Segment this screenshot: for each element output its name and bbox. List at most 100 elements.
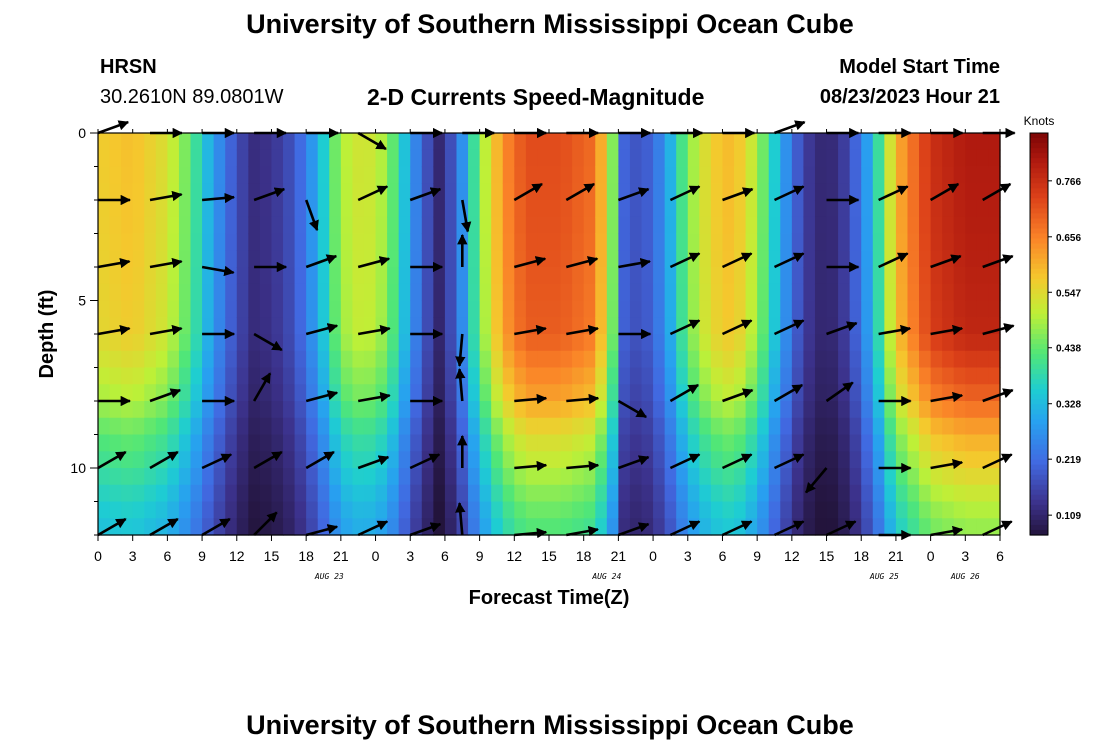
heatmap-cell (421, 334, 434, 352)
heatmap-cell (919, 334, 932, 352)
heatmap-cell (745, 133, 758, 151)
heatmap-cell (352, 367, 365, 385)
heatmap-cell (780, 468, 793, 486)
heatmap-cell (919, 484, 932, 503)
heatmap-cell (560, 250, 573, 268)
heatmap-cells (98, 133, 1001, 536)
heatmap-cell (236, 384, 249, 402)
heatmap-cell (167, 233, 180, 251)
colorbar-segment (1030, 183, 1048, 189)
heatmap-cell (988, 417, 1001, 436)
heatmap-cell (248, 451, 261, 469)
heatmap-cell (583, 417, 596, 436)
heatmap-cell (895, 267, 909, 285)
heatmap-cell (606, 317, 619, 335)
heatmap-cell (479, 484, 492, 503)
heatmap-cell (780, 300, 793, 318)
heatmap-cell (259, 484, 273, 503)
heatmap-cell (375, 166, 388, 184)
heatmap-cell (803, 384, 816, 402)
heatmap-cell (814, 434, 828, 452)
current-arrow (513, 182, 543, 202)
heatmap-cell (710, 484, 724, 503)
heatmap-cell (849, 250, 862, 268)
heatmap-cell (537, 468, 550, 486)
heatmap-cell (340, 233, 354, 251)
heatmap-cell (514, 166, 527, 184)
heatmap-cell (768, 267, 781, 285)
heatmap-cell (329, 434, 342, 452)
heatmap-cell (872, 434, 885, 452)
heatmap-cell (491, 250, 504, 268)
heatmap-cell (387, 350, 400, 369)
heatmap-cell (225, 451, 238, 469)
heatmap-cell (895, 417, 909, 436)
heatmap-cell (872, 451, 885, 469)
heatmap-cell (317, 417, 330, 436)
heatmap-cell (421, 350, 434, 369)
heatmap-cell (734, 149, 747, 168)
heatmap-cell (687, 501, 700, 519)
heatmap-cell (560, 417, 573, 436)
heatmap-cell (768, 401, 781, 419)
current-arrow (514, 393, 548, 405)
heatmap-cell (710, 501, 724, 519)
heatmap-cell (363, 233, 377, 251)
heatmap-cell (306, 451, 319, 469)
heatmap-cell (549, 350, 562, 369)
heatmap-cell (872, 166, 885, 184)
heatmap-cell (479, 250, 492, 268)
heatmap-cell (768, 216, 781, 235)
heatmap-cell (178, 183, 192, 201)
heatmap-cell (664, 267, 677, 285)
colorbar-tick-label: 0.219 (1056, 455, 1081, 466)
heatmap-cell (410, 434, 423, 452)
heatmap-cell (629, 283, 643, 302)
heatmap-cell (884, 384, 897, 402)
heatmap-cell (884, 434, 897, 452)
heatmap-cell (595, 233, 608, 251)
heatmap-cell (329, 484, 342, 503)
x-tick-label: 3 (961, 548, 969, 564)
heatmap-cell (502, 267, 515, 285)
heatmap-cell (930, 200, 943, 218)
heatmap-cell (814, 484, 828, 503)
heatmap-cell (248, 317, 261, 335)
colorbar-segment (1030, 439, 1048, 446)
heatmap-cell (803, 267, 816, 285)
heatmap-cell (202, 350, 215, 369)
heatmap-cell (583, 468, 596, 486)
heatmap-cell (976, 283, 990, 302)
heatmap-cell (699, 317, 712, 335)
heatmap-cell (491, 518, 504, 536)
heatmap-cell (699, 267, 712, 285)
heatmap-cell (710, 149, 724, 168)
heatmap-cell (849, 451, 862, 469)
heatmap-cell (398, 434, 411, 452)
heatmap-cell (479, 200, 492, 218)
heatmap-cell (884, 451, 897, 469)
heatmap-cell (317, 334, 330, 352)
heatmap-cell (629, 267, 643, 285)
heatmap-cell (618, 166, 631, 184)
heatmap-cell (248, 149, 261, 168)
heatmap-cell (861, 384, 874, 402)
heatmap-cell (294, 166, 307, 184)
heatmap-cell (641, 484, 654, 503)
colorbar-segment (1030, 248, 1048, 255)
heatmap-cell (398, 350, 411, 369)
heatmap-cell (942, 149, 955, 168)
heatmap-cell (329, 334, 342, 352)
heatmap-cell (849, 367, 862, 385)
colorbar-segment (1030, 158, 1048, 164)
heatmap-cell (155, 434, 168, 452)
heatmap-cell (884, 417, 897, 436)
heatmap-cell (248, 300, 261, 318)
heatmap-cell (919, 350, 932, 369)
heatmap-cell (317, 501, 330, 519)
heatmap-cell (965, 267, 978, 285)
heatmap-cell (549, 384, 562, 402)
heatmap-cell (398, 283, 411, 302)
heatmap-cell (271, 149, 284, 168)
heatmap-cell (976, 417, 990, 436)
